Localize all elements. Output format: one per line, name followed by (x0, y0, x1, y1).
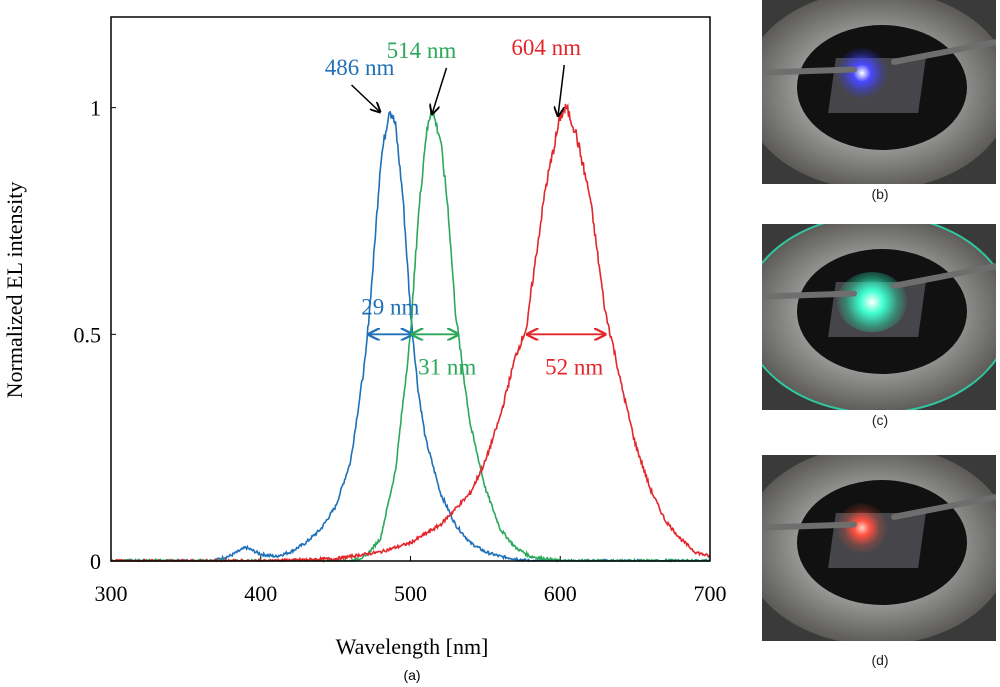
peak-label: 514 nm (387, 38, 457, 63)
y-axis-label: Normalized EL intensity (2, 182, 27, 399)
peak-arrow (432, 67, 448, 114)
panel-caption-d: (d) (871, 652, 889, 668)
photo-green-device (762, 224, 996, 410)
peak-label: 604 nm (511, 35, 581, 60)
photo-red-device (762, 455, 996, 641)
spectrum-line-1 (110, 108, 711, 563)
fwhm-label: 52 nm (545, 354, 603, 379)
y-tick-label: 1 (90, 96, 101, 121)
x-tick-label: 500 (394, 581, 427, 606)
fwhm-label: 29 nm (361, 294, 419, 319)
fwhm-label: 31 nm (418, 354, 476, 379)
x-tick-label: 400 (244, 581, 277, 606)
glow-blue (837, 48, 887, 98)
panel-caption-c: (c) (871, 412, 889, 428)
x-tick-label: 300 (95, 581, 128, 606)
panel-caption-b: (b) (871, 186, 889, 202)
plot-frame (110, 16, 711, 562)
panel-caption-a: (a) (403, 667, 420, 683)
x-tick-label: 700 (694, 581, 727, 606)
photo-blue-device (762, 0, 996, 184)
y-tick-label: 0 (90, 549, 101, 574)
x-axis-label: Wavelength [nm] (336, 634, 489, 659)
x-tick-label: 600 (544, 581, 577, 606)
peak-label: 486 nm (325, 55, 395, 80)
y-tick-label: 0.5 (74, 322, 102, 347)
peak-arrow (351, 84, 380, 112)
peak-arrow (558, 64, 565, 116)
